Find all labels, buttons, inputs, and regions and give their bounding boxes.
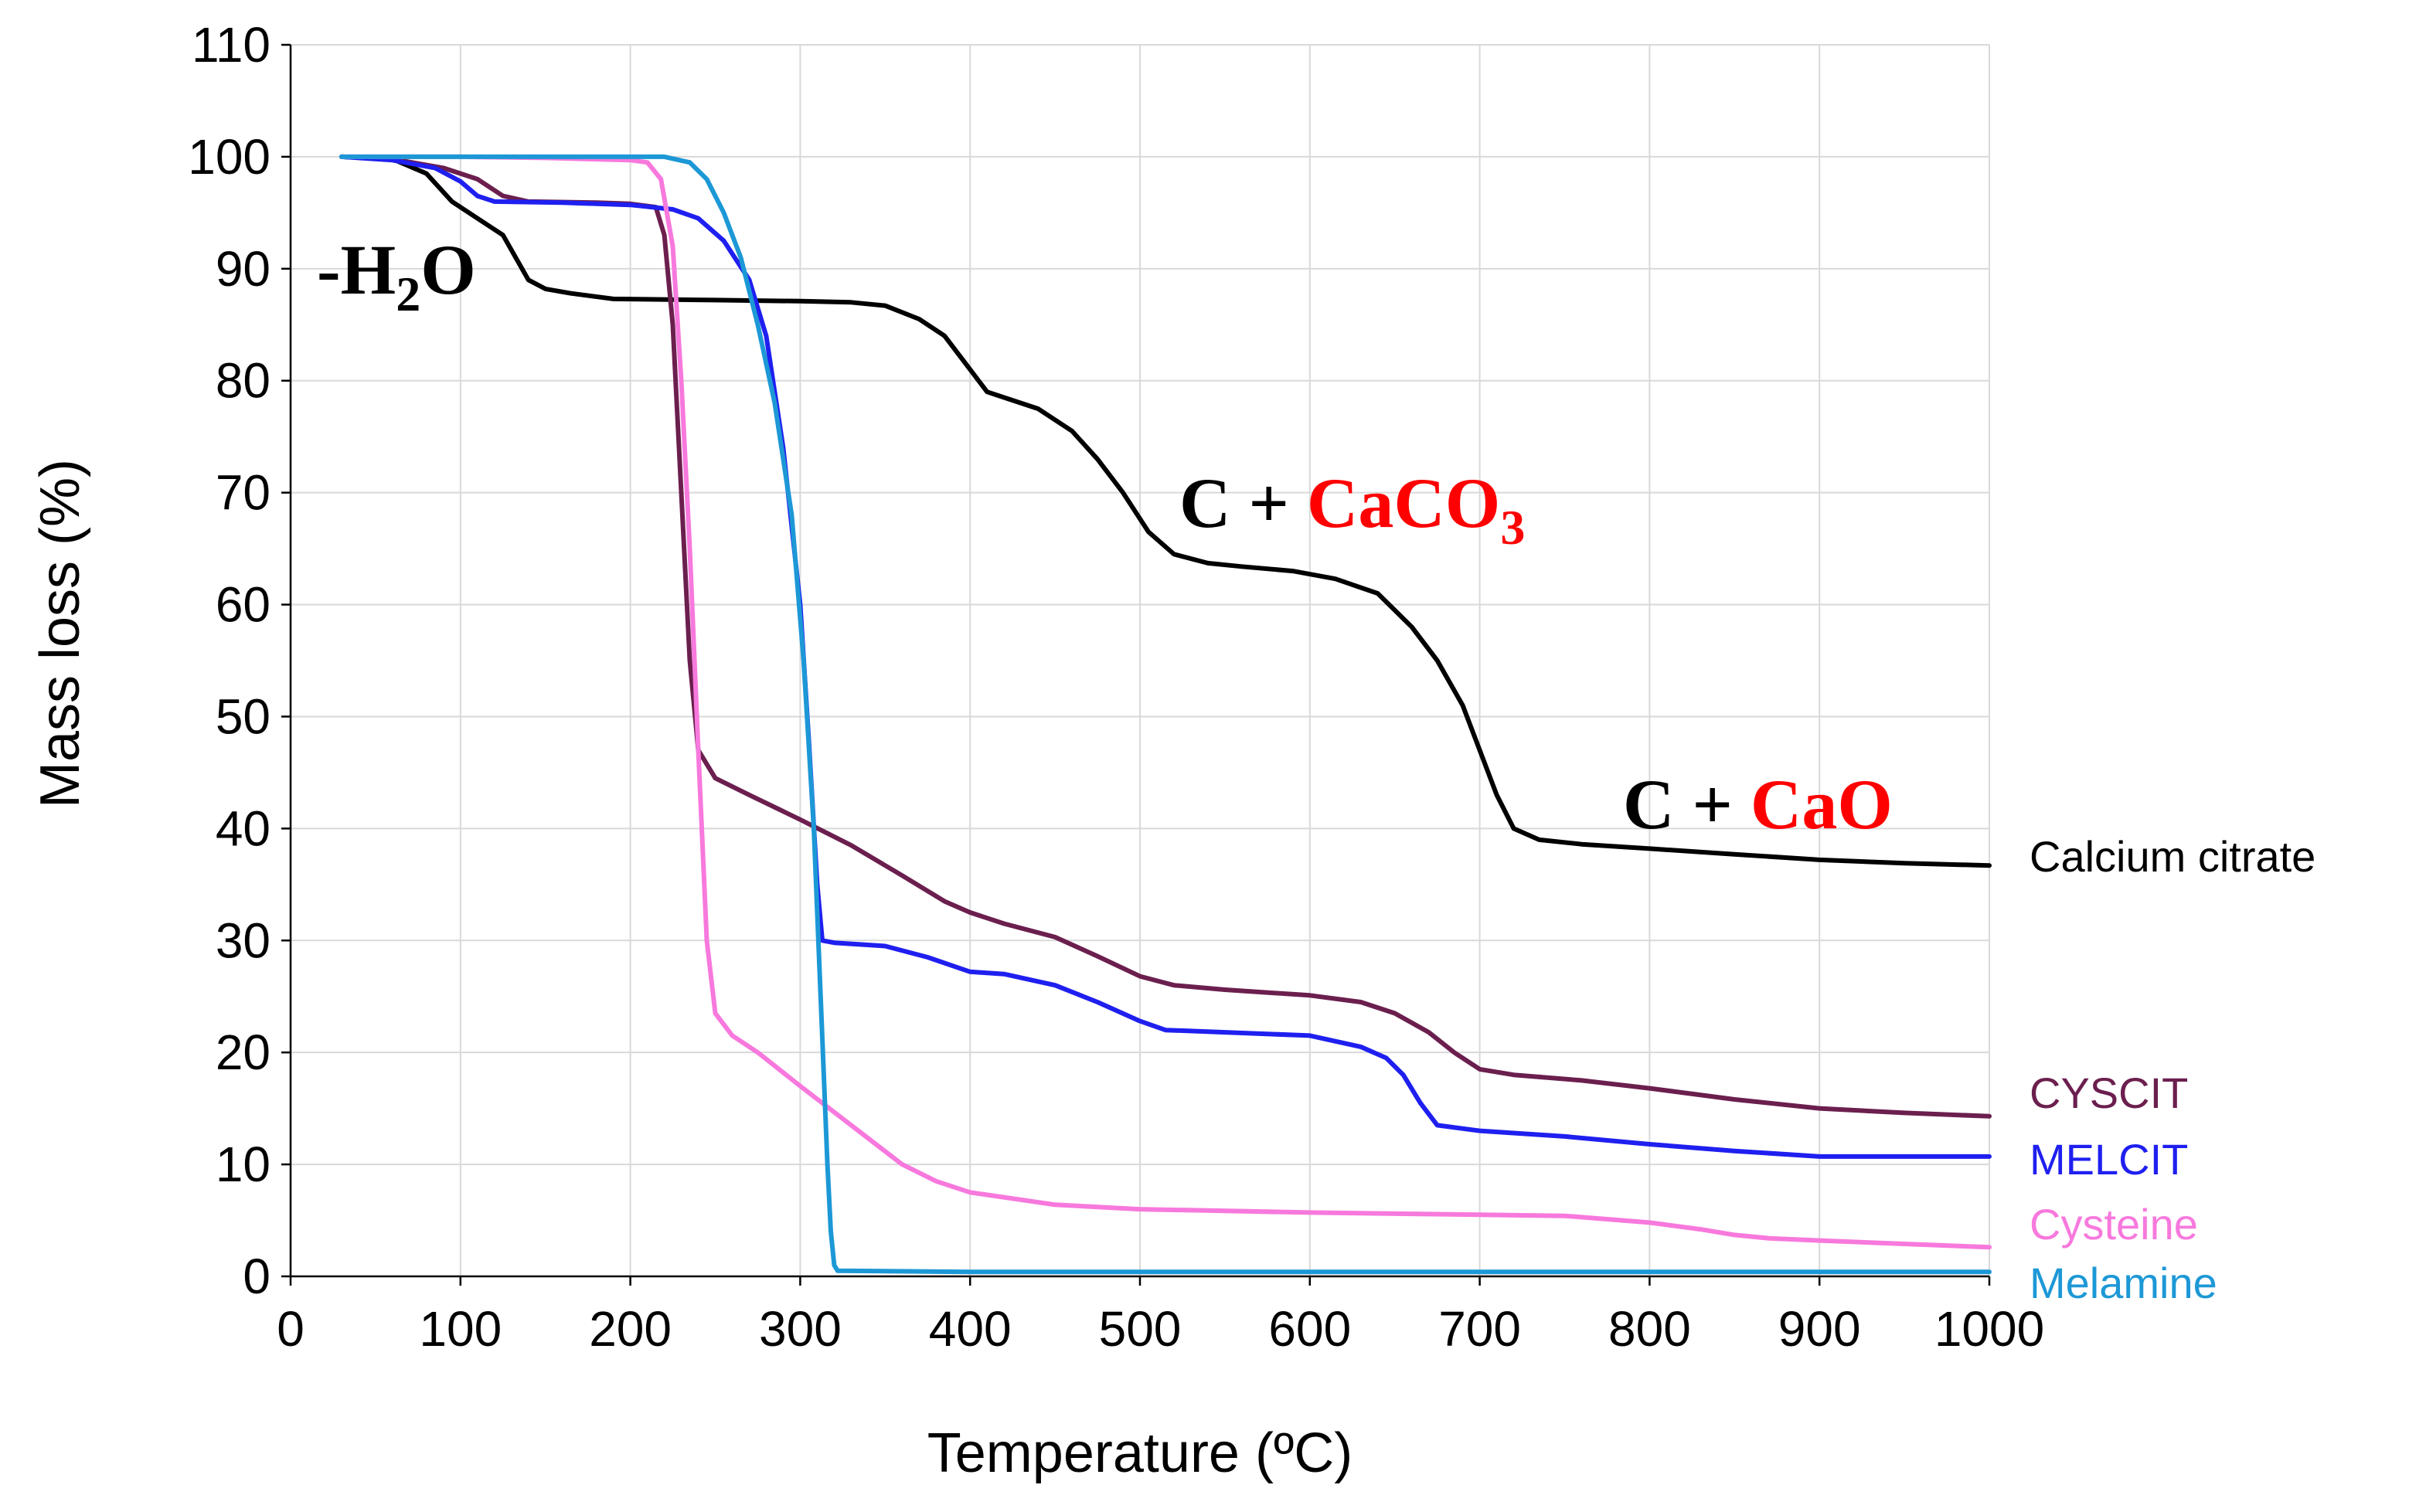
y-tick-label-20: 20	[216, 1024, 271, 1080]
series-line-melcit	[339, 154, 1992, 1159]
y-tick-label-80: 80	[216, 353, 271, 409]
y-tick-label-0: 0	[243, 1249, 271, 1304]
x-tick-label-700: 700	[1438, 1301, 1521, 1357]
annotation-caco3-red: CaCO	[1307, 464, 1500, 542]
series-line-melamine	[339, 154, 1992, 1275]
x-tick-label-900: 900	[1778, 1301, 1861, 1357]
x-tick-label-800: 800	[1608, 1301, 1691, 1357]
x-tick-label-600: 600	[1268, 1301, 1351, 1357]
x-tick-label-400: 400	[929, 1301, 1012, 1357]
annotation-cao-black: C +	[1623, 765, 1751, 844]
annotation-caco3-black: C +	[1179, 464, 1307, 542]
y-tick-label-90: 90	[216, 241, 271, 297]
annotation-h2o: -H2O	[317, 230, 476, 321]
y-tick-label-60: 60	[216, 577, 271, 633]
x-tick-label-1000: 1000	[1934, 1301, 2044, 1357]
x-axis-title: Temperature (ºC)	[927, 1422, 1353, 1484]
y-ticks: 0 10 20 30 40 50 60 70 80 90 100 110	[188, 17, 291, 1304]
y-tick-label-100: 100	[188, 129, 271, 185]
series-label-cyscit: CYSCIT	[2030, 1069, 2188, 1117]
annotation-cao-red: CaO	[1751, 765, 1893, 844]
x-tick-label-0: 0	[277, 1301, 305, 1357]
annotation-cao: C + CaO	[1623, 765, 1893, 844]
series-line-calcium-citrate	[339, 154, 1992, 868]
annotation-caco3: C + CaCO3	[1179, 464, 1525, 555]
series	[339, 154, 1992, 1275]
x-tick-label-200: 200	[589, 1301, 672, 1357]
x-tick-label-100: 100	[419, 1301, 502, 1357]
series-labels: Calcium citrate CYSCIT MELCIT Cysteine Melam…	[2030, 832, 2315, 1307]
y-tick-label-10: 10	[216, 1137, 271, 1192]
x-tick-label-500: 500	[1099, 1301, 1182, 1357]
series-label-melcit: MELCIT	[2030, 1135, 2188, 1184]
series-label-melamine: Melamine	[2030, 1259, 2217, 1307]
grid	[290, 44, 1990, 1277]
series-line-cyscit	[339, 154, 1992, 1119]
y-axis-title: Mass loss (%)	[29, 459, 91, 808]
annotation-h2o-prefix: -H	[317, 230, 396, 309]
series-line-cysteine	[339, 154, 1992, 1250]
y-tick-label-40: 40	[216, 800, 271, 856]
y-tick-label-110: 110	[192, 17, 271, 73]
series-label-calcium-citrate: Calcium citrate	[2030, 832, 2315, 881]
annotation-h2o-suffix: O	[420, 230, 476, 309]
annotation-caco3-sub: 3	[1500, 500, 1525, 555]
x-ticks: 0 100 200 300 400 500 600 700 800 900 1000	[277, 1276, 2044, 1357]
y-tick-label-50: 50	[216, 688, 271, 744]
y-tick-label-70: 70	[216, 465, 271, 521]
annotation-h2o-sub: 2	[396, 267, 420, 321]
y-tick-label-30: 30	[216, 912, 271, 968]
x-tick-label-300: 300	[759, 1301, 842, 1357]
series-label-cysteine: Cysteine	[2030, 1200, 2198, 1249]
